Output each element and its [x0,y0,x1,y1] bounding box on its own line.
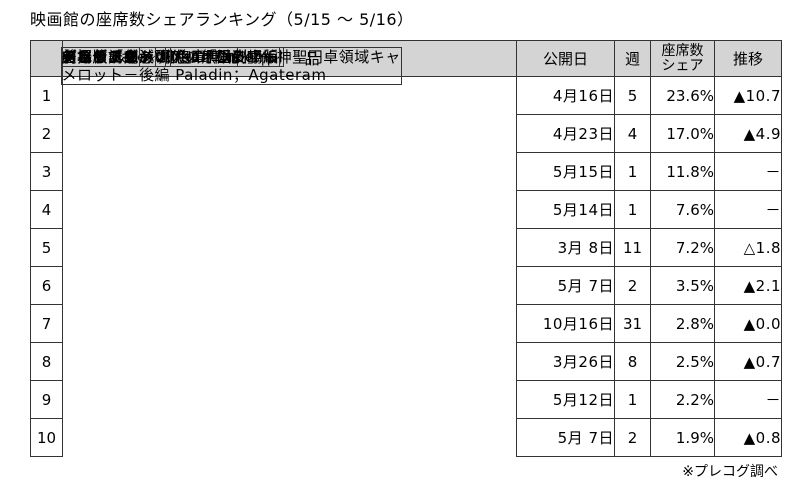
table-row: 7 劇場版「鬼滅の刃」無限列車編 10月16日 31 2.8% ▲0.0 [30,46,782,343]
seat-share-cell: 7.6% [650,190,715,229]
change-cell: ▲0.0 [714,304,782,343]
title-line: シン・エヴァンゲリオン劇場版 [61,47,279,66]
header-weeks: 週 [614,40,651,77]
title-line: 劇場版 Fate／Grand Order－神聖円卓領域キャ [61,47,401,66]
weeks-cell: 8 [614,342,651,381]
table-row: 9 くれなずめ 5月12日 1 2.2% － [30,46,782,419]
release-date-cell: 3月26日 [516,342,615,381]
table-row: 3 劇場版 Fate／Grand Order－神聖円卓領域キャ メロット－後編 Pa… [30,46,782,191]
title-line: くれなずめ [61,47,140,66]
rank-cell: 7 [30,304,63,343]
seat-share-cell: 11.8% [650,152,715,191]
header-seat-share-line1: 座席数 [661,42,704,59]
table-row: 1 名探偵コナン 緋色の弾丸 4月16日 5 23.6% ▲10.7 [30,46,782,115]
table-row: 10 プロジェクトV 5月 7日 2 1.9% ▲0.8 [30,46,782,457]
rank-cell: 4 [30,190,63,229]
seat-share-cell: 23.6% [650,76,715,115]
rank-cell: 6 [30,266,63,305]
table-row: 8 ノマドランド 3月26日 8 2.5% ▲0.7 [30,46,782,381]
title-cell: プロジェクトV [60,46,167,67]
title-line: 名探偵コナン 緋色の弾丸 [61,47,238,66]
release-date-cell: 3月 8日 [516,228,615,267]
weeks-cell: 2 [614,266,651,305]
seat-share-cell: 2.8% [650,304,715,343]
change-cell: ▲4.9 [714,114,782,153]
change-cell: ▲0.8 [714,418,782,457]
release-date-cell: 5月 7日 [516,266,615,305]
release-date-cell: 4月23日 [516,114,615,153]
weeks-cell: 4 [614,114,651,153]
header-seat-share: 座席数 シェア [650,40,715,77]
title-line: プロジェクトV [61,47,166,66]
title-line: 劇場版「鬼滅の刃」無限列車編 [61,47,279,66]
source-note: ※プレコグ調べ [682,464,778,480]
page-title: 映画館の座席数シェアランキング（5/15 ～ 5/16） [30,10,414,29]
change-cell: － [714,190,782,229]
seat-share-cell: 2.5% [650,342,715,381]
weeks-cell: 1 [614,152,651,191]
weeks-cell: 31 [614,304,651,343]
table-row: 5 シン・エヴァンゲリオン劇場版 3月 8日 11 7.2% △1.8 [30,46,782,267]
rank-cell: 10 [30,418,63,457]
change-cell: － [714,380,782,419]
ranking-table: 作 品 公開日 週 座席数 シェア 推移 1 名探偵コナン 緋色の弾丸 4月16日 5… [30,40,782,457]
title-line: メロット－後編 Paladin；Agateram [61,65,327,84]
seat-share-cell: 3.5% [650,266,715,305]
release-date-cell: 4月16日 [516,76,615,115]
change-cell: ▲10.7 [714,76,782,115]
seat-share-cell: 17.0% [650,114,715,153]
header-seat-share-line2: シェア [661,57,704,74]
change-cell: ▲0.7 [714,342,782,381]
rank-cell: 5 [30,228,63,267]
title-line: ジェントルメン [61,47,171,66]
release-date-cell: 5月12日 [516,380,615,419]
weeks-cell: 1 [614,190,651,229]
release-date-cell: 10月16日 [516,304,615,343]
change-cell: － [714,152,782,191]
rank-cell: 3 [30,152,63,191]
change-cell: ▲2.1 [714,266,782,305]
header-row: 作 品 公開日 週 座席数 シェア 推移 [30,40,782,77]
weeks-cell: 2 [614,418,651,457]
title-line: 美しき誘惑－現代の「画皮」－ [61,47,279,66]
header-release-date: 公開日 [516,40,615,77]
rank-cell: 8 [30,342,63,381]
title-line: ノマドランド [61,47,155,66]
seat-share-cell: 1.9% [650,418,715,457]
weeks-cell: 1 [614,380,651,419]
release-date-cell: 5月 7日 [516,418,615,457]
header-change: 推移 [714,40,782,77]
change-cell: △1.8 [714,228,782,267]
release-date-cell: 5月14日 [516,190,615,229]
rank-cell: 1 [30,76,63,115]
seat-share-cell: 7.2% [650,228,715,267]
table-row: 6 ジェントルメン 5月 7日 2 3.5% ▲2.1 [30,46,782,305]
seat-share-cell: 2.2% [650,380,715,419]
rank-cell: 2 [30,114,63,153]
title-line: るろうに剣心 最終章 The Final [61,47,284,66]
table-row: 4 美しき誘惑－現代の「画皮」－ 5月14日 1 7.6% － [30,46,782,229]
rank-cell: 9 [30,380,63,419]
weeks-cell: 5 [614,76,651,115]
table-row: 2 るろうに剣心 最終章 The Final 4月23日 4 17.0% ▲4.9 [30,46,782,153]
header-rank [30,40,63,77]
weeks-cell: 11 [614,228,651,267]
release-date-cell: 5月15日 [516,152,615,191]
